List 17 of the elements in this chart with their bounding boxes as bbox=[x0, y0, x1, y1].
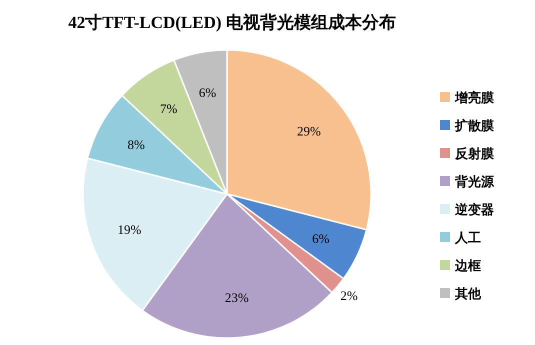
legend-label: 增亮膜 bbox=[454, 90, 494, 106]
data-label: 6% bbox=[312, 231, 330, 246]
legend-label: 其他 bbox=[454, 287, 482, 302]
data-label: 8% bbox=[127, 137, 145, 152]
legend-label: 人工 bbox=[454, 231, 481, 246]
legend-label: 逆变器 bbox=[454, 202, 494, 218]
chart-title: 42寸TFT-LCD(LED) 电视背光模组成本分布 bbox=[68, 13, 396, 32]
data-label: 29% bbox=[297, 123, 321, 138]
data-label: 2% bbox=[340, 288, 358, 303]
legend-label: 边框 bbox=[454, 259, 481, 274]
legend-label: 反射膜 bbox=[454, 146, 494, 162]
data-label: 23% bbox=[224, 290, 249, 306]
legend-label: 扩散膜 bbox=[454, 118, 494, 134]
data-label: 7% bbox=[160, 101, 178, 116]
legend-label: 背光源 bbox=[454, 174, 495, 190]
data-label: 19% bbox=[118, 222, 142, 238]
data-label: 6% bbox=[198, 85, 216, 100]
